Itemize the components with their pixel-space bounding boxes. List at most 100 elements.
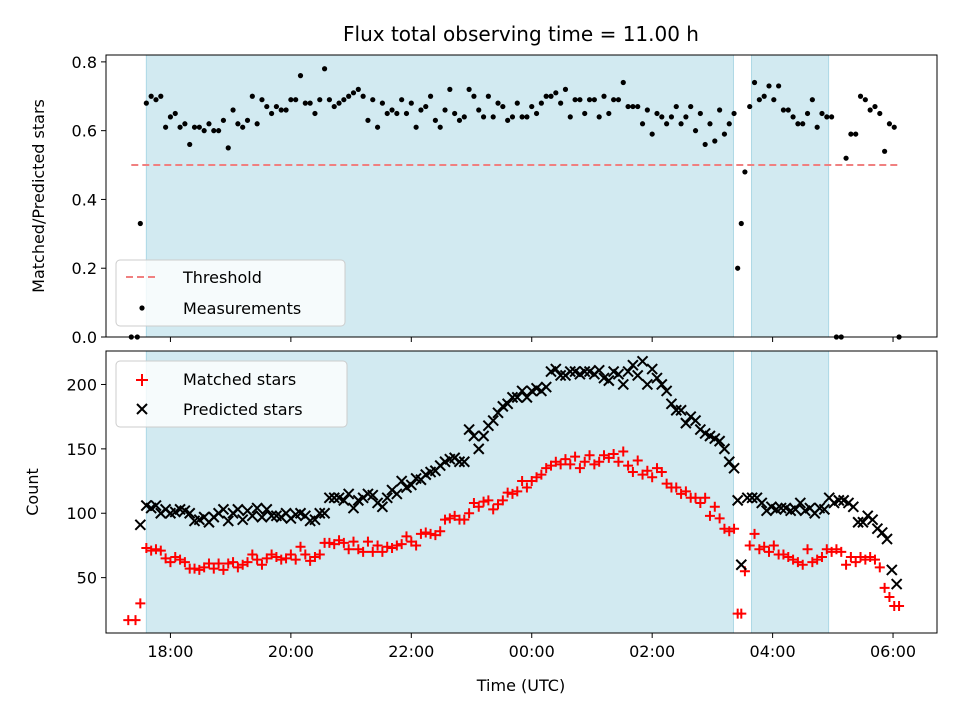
measurement-point [543, 93, 549, 99]
measurement-point [230, 107, 236, 113]
measurement-point [529, 103, 535, 110]
predicted-star-point [660, 385, 673, 397]
measurement-point [780, 107, 787, 113]
measurement-point [867, 107, 873, 113]
predicted-star-point [675, 404, 687, 416]
matched-star-point [869, 554, 880, 565]
predicted-star-point [718, 443, 731, 455]
predicted-star-point [641, 378, 654, 391]
matched-star-point [594, 456, 605, 467]
legend-measurements-swatch [139, 305, 145, 311]
measurement-point [824, 114, 830, 120]
measurement-point [761, 93, 767, 99]
matched-star-point [372, 540, 383, 551]
measurement-point [394, 110, 400, 117]
predicted-star-point [232, 503, 244, 516]
matched-star-point [584, 450, 595, 461]
measurement-point [293, 97, 299, 103]
measurement-point [872, 103, 878, 110]
predicted-star-point [314, 507, 326, 519]
matched-star-point [382, 541, 393, 552]
measurement-point [350, 90, 357, 96]
predicted-star-point [405, 479, 418, 491]
measurement-point [365, 117, 371, 123]
measurement-point [756, 97, 762, 103]
measurement-point [596, 114, 602, 120]
chart-title: Flux total observing time = 11.00 h [343, 22, 699, 46]
matched-star-point [700, 492, 711, 503]
matched-star-point [802, 544, 813, 555]
matched-star-point [841, 559, 852, 570]
predicted-star-point [857, 516, 869, 528]
predicted-star-point [554, 369, 567, 382]
matched-star-point [218, 564, 229, 575]
measurement-point [548, 93, 554, 99]
y-tick-label: 0.4 [72, 190, 97, 209]
measurement-point [738, 220, 744, 227]
measurement-point [615, 97, 622, 103]
legend-measurements-label: Measurements [183, 299, 301, 318]
measurement-point [331, 103, 337, 110]
predicted-star-point [183, 507, 196, 519]
measurement-point [163, 124, 169, 130]
measurement-point [649, 131, 655, 137]
matched-star-point [729, 523, 740, 534]
measurement-point [886, 121, 893, 127]
measurement-point [625, 103, 631, 110]
measurement-point [452, 110, 458, 117]
predicted-star-point [492, 407, 504, 419]
matched-star-point [512, 486, 523, 497]
matched-star-point [295, 541, 306, 552]
measurement-point [712, 138, 718, 144]
measurement-point [408, 100, 414, 106]
measurement-point [848, 131, 854, 137]
measurement-point [790, 114, 796, 120]
predicted-star-point [579, 365, 591, 378]
measurement-point [601, 93, 607, 99]
matched-star-point [642, 465, 653, 476]
measurement-point [809, 97, 815, 103]
predicted-star-point [741, 492, 754, 504]
measurement-point [480, 114, 487, 120]
measurement-point [683, 114, 689, 120]
matched-star-point [425, 528, 436, 539]
matched-star-point [130, 615, 141, 626]
y-tick-label: 150 [66, 440, 97, 459]
measurement-point [606, 110, 612, 117]
measurement-point [562, 86, 569, 92]
measurement-point [326, 97, 333, 103]
x-tick-label: 18:00 [147, 642, 193, 661]
matched-star-point [744, 540, 755, 551]
measurement-point [495, 100, 501, 106]
measurement-point [654, 110, 660, 117]
measurement-point [735, 265, 741, 271]
measurement-point [577, 97, 583, 103]
measurement-point [403, 110, 410, 117]
measurement-point [389, 107, 395, 113]
bottom-axes-frame [105, 350, 938, 634]
matched-star-point [618, 446, 629, 457]
matched-star-point [647, 472, 658, 483]
y-tick-label: 0.8 [72, 53, 97, 72]
measurement-point [776, 83, 782, 89]
measurement-point [432, 117, 438, 123]
y-tick-label: 0.2 [72, 259, 97, 278]
measurement-point [726, 121, 732, 127]
matched-star-point [565, 459, 576, 470]
matched-star-point [247, 549, 258, 560]
predicted-star-point [886, 564, 898, 576]
measurement-point [731, 110, 737, 117]
measurement-point [172, 110, 178, 117]
predicted-star-point [458, 456, 471, 468]
predicted-star-point [756, 497, 768, 509]
x-tick-label: 00:00 [509, 642, 555, 661]
measurement-point [857, 93, 864, 99]
predicted-star-point [818, 503, 831, 516]
measurement-point [423, 103, 429, 110]
measurement-point [177, 124, 183, 130]
matched-star-point [411, 540, 422, 551]
predicted-star-point [723, 456, 735, 468]
predicted-star-point [463, 423, 475, 436]
measurement-point [514, 100, 520, 106]
measurement-point [336, 100, 342, 106]
